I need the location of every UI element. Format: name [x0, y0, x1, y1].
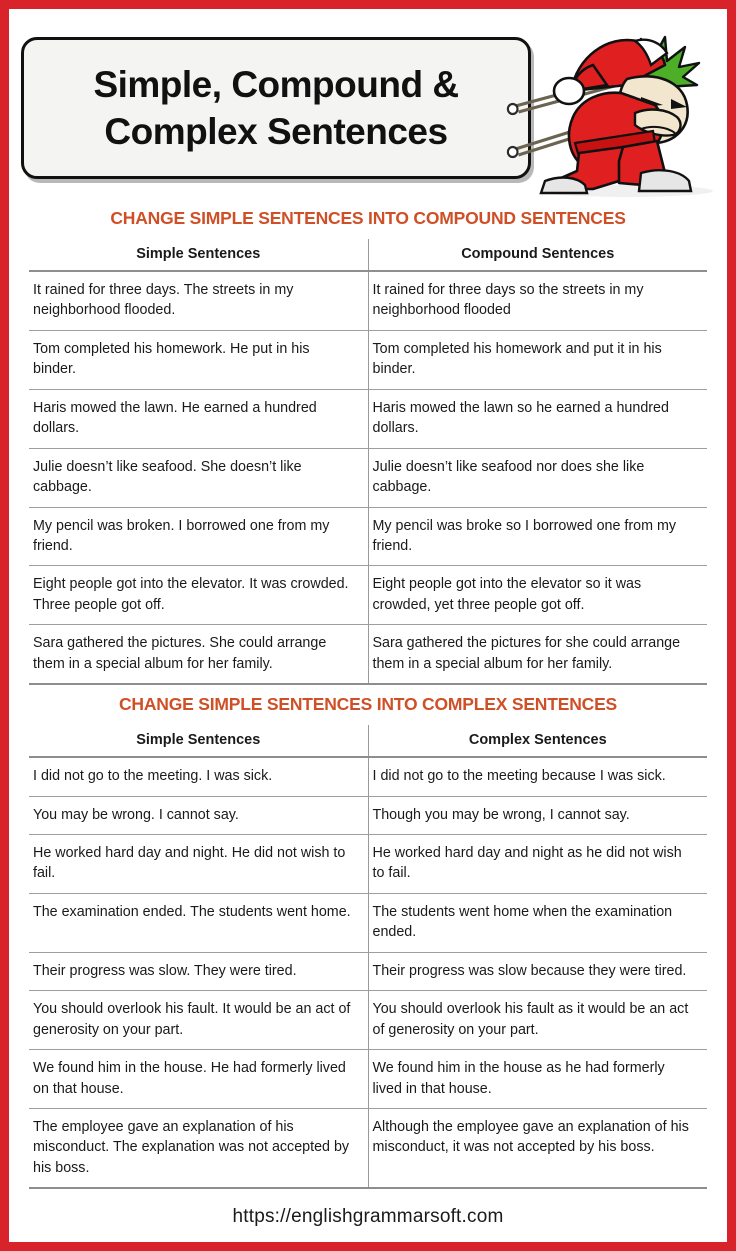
simple-sentence-cell: We found him in the house. He had former…: [29, 1049, 369, 1109]
converted-sentence-cell: We found him in the house as he had form…: [368, 1049, 707, 1109]
table-row: The examination ended. The students went…: [29, 893, 707, 953]
table-row: The employee gave an explanation of his …: [29, 1108, 707, 1190]
simple-sentence-cell: Sara gathered the pictures. She could ar…: [29, 624, 369, 686]
converted-sentence-cell: Their progress was slow because they wer…: [368, 952, 707, 992]
poster-header: Simple, Compound & Complex Sentences: [13, 13, 723, 199]
column-header-complex: Complex Sentences: [368, 725, 707, 759]
simple-sentence-cell: Their progress was slow. They were tired…: [29, 952, 369, 992]
converted-sentence-cell: He worked hard day and night as he did n…: [368, 834, 707, 894]
table-row: Sara gathered the pictures. She could ar…: [29, 624, 707, 686]
simple-sentence-cell: I did not go to the meeting. I was sick.: [29, 757, 369, 797]
converted-sentence-cell: Haris mowed the lawn so he earned a hund…: [368, 389, 707, 449]
simple-sentence-cell: Eight people got into the elevator. It w…: [29, 565, 369, 626]
page-title-line-2: Complex Sentences: [104, 111, 448, 152]
table-row: Eight people got into the elevator. It w…: [29, 565, 707, 626]
column-header-simple: Simple Sentences: [29, 725, 369, 759]
simple-sentence-cell: Haris mowed the lawn. He earned a hundre…: [29, 389, 369, 449]
title-card: Simple, Compound & Complex Sentences: [21, 37, 531, 179]
table-row: We found him in the house. He had former…: [29, 1049, 707, 1109]
converted-sentence-cell: Sara gathered the pictures for she could…: [368, 624, 707, 686]
complex-sentences-table: Simple Sentences Complex Sentences I did…: [29, 725, 707, 1190]
converted-sentence-cell: It rained for three days so the streets …: [368, 271, 707, 331]
converted-sentence-cell: Eight people got into the elevator so it…: [368, 565, 707, 626]
simple-sentence-cell: My pencil was broken. I borrowed one fro…: [29, 507, 369, 567]
simple-sentence-cell: Julie doesn’t like seafood. She doesn’t …: [29, 448, 369, 508]
column-header-compound: Compound Sentences: [368, 239, 707, 272]
table-row: Julie doesn’t like seafood. She doesn’t …: [29, 448, 707, 508]
converted-sentence-cell: Although the employee gave an explanatio…: [368, 1108, 707, 1190]
page-title-line-1: Simple, Compound &: [93, 63, 459, 105]
table-row: Their progress was slow. They were tired…: [29, 952, 707, 992]
table-row: He worked hard day and night. He did not…: [29, 834, 707, 894]
simple-sentence-cell: Tom completed his homework. He put in hi…: [29, 330, 369, 390]
table-row: You should overlook his fault. It would …: [29, 990, 707, 1051]
table-row: Tom completed his homework. He put in hi…: [29, 330, 707, 390]
converted-sentence-cell: Tom completed his homework and put it in…: [368, 330, 707, 390]
table-row: My pencil was broken. I borrowed one fro…: [29, 507, 707, 567]
cartoon-character-icon: [539, 35, 713, 197]
table-header-row: Simple Sentences Complex Sentences: [29, 725, 707, 759]
simple-sentence-cell: You may be wrong. I cannot say.: [29, 796, 369, 836]
converted-sentence-cell: You should overlook his fault as it woul…: [368, 990, 707, 1051]
column-header-simple: Simple Sentences: [29, 239, 369, 272]
table-header-row: Simple Sentences Compound Sentences: [29, 239, 707, 272]
table-row: You may be wrong. I cannot say. Though y…: [29, 796, 707, 836]
converted-sentence-cell: I did not go to the meeting because I wa…: [368, 757, 707, 797]
poster-content: CHANGE SIMPLE SENTENCES INTO COMPOUND SE…: [13, 199, 723, 1228]
table-row: It rained for three days. The streets in…: [29, 271, 707, 331]
simple-sentence-cell: The employee gave an explanation of his …: [29, 1108, 369, 1190]
section-compound: CHANGE SIMPLE SENTENCES INTO COMPOUND SE…: [29, 199, 707, 686]
table-row: I did not go to the meeting. I was sick.…: [29, 757, 707, 797]
compound-sentences-table: Simple Sentences Compound Sentences It r…: [29, 239, 707, 686]
section-complex: CHANGE SIMPLE SENTENCES INTO COMPLEX SEN…: [29, 685, 707, 1190]
simple-sentence-cell: He worked hard day and night. He did not…: [29, 834, 369, 894]
converted-sentence-cell: Though you may be wrong, I cannot say.: [368, 796, 707, 836]
converted-sentence-cell: My pencil was broke so I borrowed one fr…: [368, 507, 707, 567]
simple-sentence-cell: You should overlook his fault. It would …: [29, 990, 369, 1051]
poster-sheet: Simple, Compound & Complex Sentences: [13, 13, 723, 1238]
simple-sentence-cell: The examination ended. The students went…: [29, 893, 369, 953]
converted-sentence-cell: Julie doesn’t like seafood nor does she …: [368, 448, 707, 508]
poster-inner-frame: Simple, Compound & Complex Sentences: [7, 7, 729, 1244]
section-heading-compound: CHANGE SIMPLE SENTENCES INTO COMPOUND SE…: [110, 208, 626, 228]
table-row: Haris mowed the lawn. He earned a hundre…: [29, 389, 707, 449]
simple-sentence-cell: It rained for three days. The streets in…: [29, 271, 369, 331]
converted-sentence-cell: The students went home when the examinat…: [368, 893, 707, 953]
footer-url[interactable]: https://englishgrammarsoft.com: [232, 1206, 504, 1228]
section-heading-complex: CHANGE SIMPLE SENTENCES INTO COMPLEX SEN…: [118, 694, 618, 715]
